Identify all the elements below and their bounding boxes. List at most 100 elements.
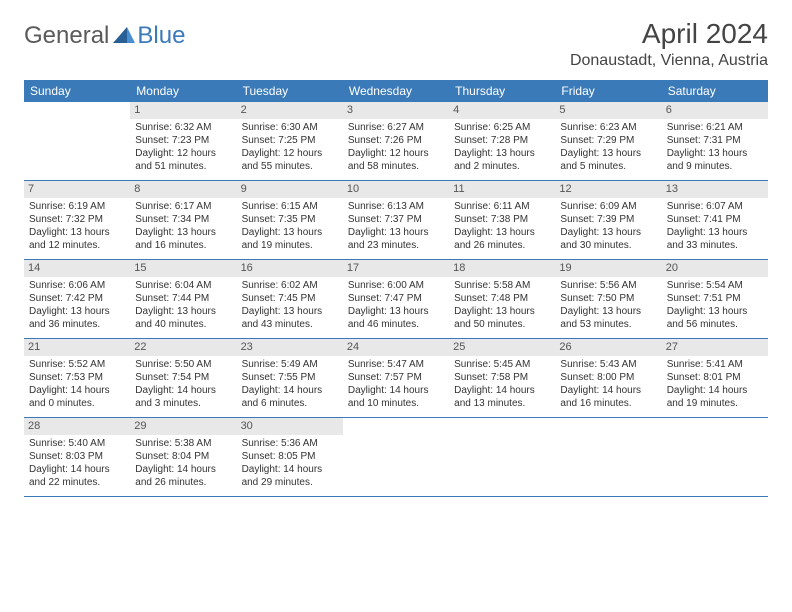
day-cell: 28 Sunrise: 5:40 AMSunset: 8:03 PMDayligh…	[24, 418, 130, 496]
day-info: Sunrise: 6:06 AMSunset: 7:42 PMDaylight:…	[29, 279, 125, 331]
day-number: 14	[24, 260, 130, 277]
day-number: 13	[662, 181, 768, 198]
day-info: Sunrise: 6:13 AMSunset: 7:37 PMDaylight:…	[348, 200, 444, 252]
day-info: Sunrise: 5:43 AMSunset: 8:00 PMDaylight:…	[560, 358, 656, 410]
day-info: Sunrise: 6:19 AMSunset: 7:32 PMDaylight:…	[29, 200, 125, 252]
week-row: 21Sunrise: 5:52 AMSunset: 7:53 PMDayligh…	[24, 339, 768, 418]
day-info: Sunrise: 5:47 AMSunset: 7:57 PMDaylight:…	[348, 358, 444, 410]
day-number: 18	[449, 260, 555, 277]
day-cell-empty	[449, 418, 555, 496]
day-number: 8	[130, 181, 236, 198]
day-number: 29	[130, 418, 236, 435]
day-info: Sunrise: 5:58 AMSunset: 7:48 PMDaylight:…	[454, 279, 550, 331]
calendar: SundayMondayTuesdayWednesdayThursdayFrid…	[24, 80, 768, 497]
logo-text-general: General	[24, 22, 109, 50]
day-cell: 11Sunrise: 6:11 AMSunset: 7:38 PMDayligh…	[449, 181, 555, 259]
day-number: 30	[237, 418, 343, 435]
weekday-saturday: Saturday	[662, 80, 768, 102]
day-number: 5	[555, 102, 661, 119]
week-row: 7Sunrise: 6:19 AMSunset: 7:32 PMDaylight…	[24, 181, 768, 260]
day-cell-empty	[343, 418, 449, 496]
day-cell-empty	[555, 418, 661, 496]
day-info: Sunrise: 5:45 AMSunset: 7:58 PMDaylight:…	[454, 358, 550, 410]
day-info: Sunrise: 5:41 AMSunset: 8:01 PMDaylight:…	[667, 358, 763, 410]
day-info: Sunrise: 6:15 AMSunset: 7:35 PMDaylight:…	[242, 200, 338, 252]
day-number: 9	[237, 181, 343, 198]
day-cell: 21Sunrise: 5:52 AMSunset: 7:53 PMDayligh…	[24, 339, 130, 417]
weekday-wednesday: Wednesday	[343, 80, 449, 102]
day-info: Sunrise: 5:40 AMSunset: 8:03 PMDaylight:…	[29, 437, 125, 489]
day-cell: 8 Sunrise: 6:17 AMSunset: 7:34 PMDaylight…	[130, 181, 236, 259]
day-info: Sunrise: 5:54 AMSunset: 7:51 PMDaylight:…	[667, 279, 763, 331]
day-info: Sunrise: 5:49 AMSunset: 7:55 PMDaylight:…	[242, 358, 338, 410]
day-cell: 27Sunrise: 5:41 AMSunset: 8:01 PMDayligh…	[662, 339, 768, 417]
day-cell-empty	[24, 102, 130, 180]
day-number: 19	[555, 260, 661, 277]
day-cell: 29Sunrise: 5:38 AMSunset: 8:04 PMDayligh…	[130, 418, 236, 496]
day-cell: 17 Sunrise: 6:00 AMSunset: 7:47 PMDayligh…	[343, 260, 449, 338]
day-info: Sunrise: 6:23 AMSunset: 7:29 PMDaylight:…	[560, 121, 656, 173]
day-number: 16	[237, 260, 343, 277]
day-number: 21	[24, 339, 130, 356]
day-info: Sunrise: 6:09 AMSunset: 7:39 PMDaylight:…	[560, 200, 656, 252]
day-info: Sunrise: 5:36 AMSunset: 8:05 PMDaylight:…	[242, 437, 338, 489]
day-cell: 10 Sunrise: 6:13 AMSunset: 7:37 PMDayligh…	[343, 181, 449, 259]
weekday-thursday: Thursday	[449, 80, 555, 102]
day-cell: 1 Sunrise: 6:32 AMSunset: 7:23 PMDaylight…	[130, 102, 236, 180]
week-row: 14 Sunrise: 6:06 AMSunset: 7:42 PMDayligh…	[24, 260, 768, 339]
day-cell: 24 Sunrise: 5:47 AMSunset: 7:57 PMDayligh…	[343, 339, 449, 417]
day-number: 1	[130, 102, 236, 119]
day-cell: 6Sunrise: 6:21 AMSunset: 7:31 PMDaylight…	[662, 102, 768, 180]
location: Donaustadt, Vienna, Austria	[570, 52, 768, 70]
logo: General Blue	[24, 22, 185, 50]
day-cell-empty	[662, 418, 768, 496]
weekday-header-row: SundayMondayTuesdayWednesdayThursdayFrid…	[24, 80, 768, 102]
day-cell: 7Sunrise: 6:19 AMSunset: 7:32 PMDaylight…	[24, 181, 130, 259]
day-cell: 3Sunrise: 6:27 AMSunset: 7:26 PMDaylight…	[343, 102, 449, 180]
day-number: 28	[24, 418, 130, 435]
day-info: Sunrise: 5:50 AMSunset: 7:54 PMDaylight:…	[135, 358, 231, 410]
day-number: 12	[555, 181, 661, 198]
weekday-tuesday: Tuesday	[237, 80, 343, 102]
day-info: Sunrise: 6:32 AMSunset: 7:23 PMDaylight:…	[135, 121, 231, 173]
day-info: Sunrise: 5:56 AMSunset: 7:50 PMDaylight:…	[560, 279, 656, 331]
day-cell: 4 Sunrise: 6:25 AMSunset: 7:28 PMDaylight…	[449, 102, 555, 180]
header: General Blue April 2024 Donaustadt, Vien…	[24, 18, 768, 70]
day-cell: 14 Sunrise: 6:06 AMSunset: 7:42 PMDayligh…	[24, 260, 130, 338]
day-number: 4	[449, 102, 555, 119]
day-cell: 9 Sunrise: 6:15 AMSunset: 7:35 PMDaylight…	[237, 181, 343, 259]
day-cell: 20 Sunrise: 5:54 AMSunset: 7:51 PMDayligh…	[662, 260, 768, 338]
day-number: 24	[343, 339, 449, 356]
day-info: Sunrise: 6:25 AMSunset: 7:28 PMDaylight:…	[454, 121, 550, 173]
day-number: 25	[449, 339, 555, 356]
day-cell: 12 Sunrise: 6:09 AMSunset: 7:39 PMDayligh…	[555, 181, 661, 259]
week-row: 28 Sunrise: 5:40 AMSunset: 8:03 PMDayligh…	[24, 418, 768, 497]
day-cell: 16 Sunrise: 6:02 AMSunset: 7:45 PMDayligh…	[237, 260, 343, 338]
day-cell: 30 Sunrise: 5:36 AMSunset: 8:05 PMDayligh…	[237, 418, 343, 496]
day-cell: 2Sunrise: 6:30 AMSunset: 7:25 PMDaylight…	[237, 102, 343, 180]
day-info: Sunrise: 6:21 AMSunset: 7:31 PMDaylight:…	[667, 121, 763, 173]
day-number: 3	[343, 102, 449, 119]
day-cell: 26 Sunrise: 5:43 AMSunset: 8:00 PMDayligh…	[555, 339, 661, 417]
day-cell: 13 Sunrise: 6:07 AMSunset: 7:41 PMDayligh…	[662, 181, 768, 259]
day-cell: 22Sunrise: 5:50 AMSunset: 7:54 PMDayligh…	[130, 339, 236, 417]
day-info: Sunrise: 6:00 AMSunset: 7:47 PMDaylight:…	[348, 279, 444, 331]
day-cell: 5 Sunrise: 6:23 AMSunset: 7:29 PMDaylight…	[555, 102, 661, 180]
day-cell: 25 Sunrise: 5:45 AMSunset: 7:58 PMDayligh…	[449, 339, 555, 417]
day-info: Sunrise: 6:07 AMSunset: 7:41 PMDaylight:…	[667, 200, 763, 252]
day-number: 17	[343, 260, 449, 277]
day-cell: 19 Sunrise: 5:56 AMSunset: 7:50 PMDayligh…	[555, 260, 661, 338]
weekday-monday: Monday	[130, 80, 236, 102]
day-cell: 18 Sunrise: 5:58 AMSunset: 7:48 PMDayligh…	[449, 260, 555, 338]
day-info: Sunrise: 6:30 AMSunset: 7:25 PMDaylight:…	[242, 121, 338, 173]
day-info: Sunrise: 6:11 AMSunset: 7:38 PMDaylight:…	[454, 200, 550, 252]
week-row: 1 Sunrise: 6:32 AMSunset: 7:23 PMDaylight…	[24, 102, 768, 181]
logo-triangle-icon	[113, 25, 135, 48]
day-info: Sunrise: 6:02 AMSunset: 7:45 PMDaylight:…	[242, 279, 338, 331]
day-cell: 23 Sunrise: 5:49 AMSunset: 7:55 PMDayligh…	[237, 339, 343, 417]
day-info: Sunrise: 6:17 AMSunset: 7:34 PMDaylight:…	[135, 200, 231, 252]
day-number: 26	[555, 339, 661, 356]
day-number: 20	[662, 260, 768, 277]
day-number: 10	[343, 181, 449, 198]
day-number: 23	[237, 339, 343, 356]
